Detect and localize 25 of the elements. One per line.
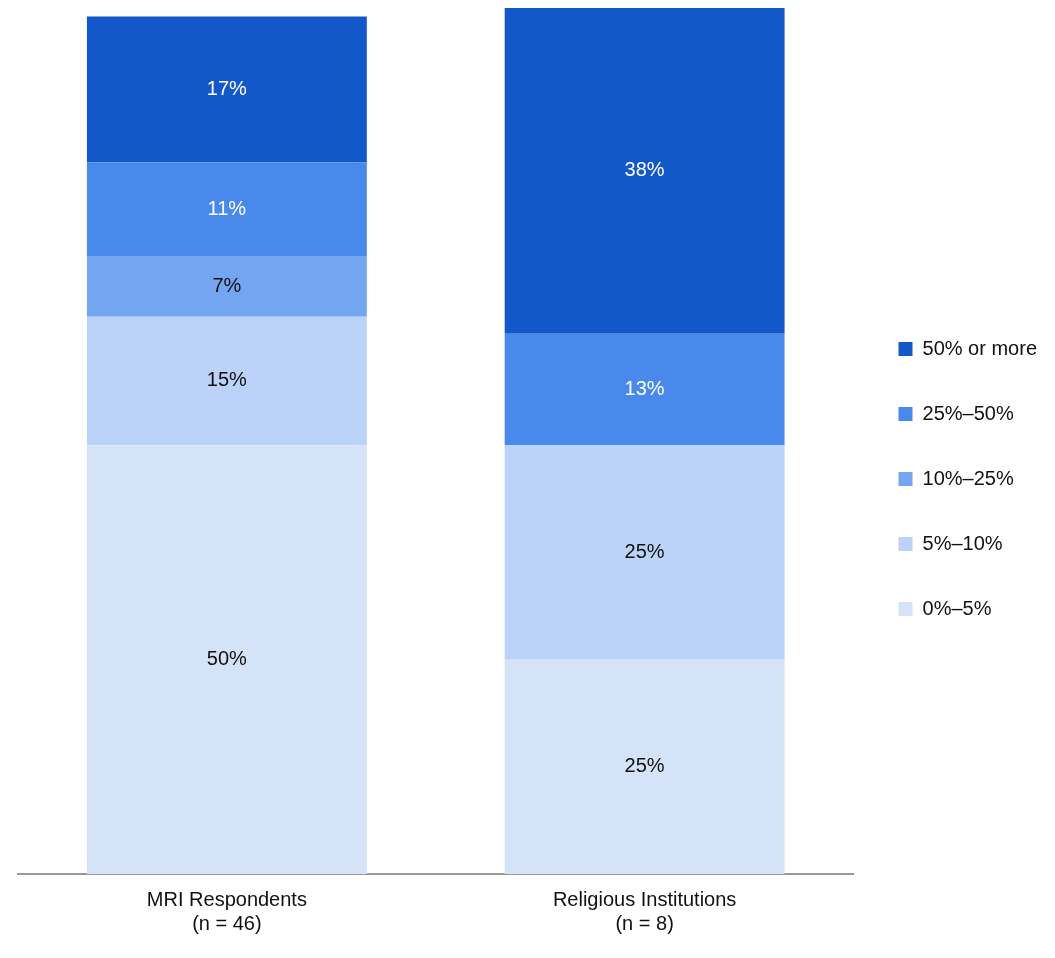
bar [86, 445, 367, 874]
bar [86, 316, 367, 446]
data-label: 13% [624, 377, 665, 400]
legend-label: 5%–10% [922, 531, 1003, 554]
data-label: 7% [212, 274, 242, 297]
legend-label: 50% or more [922, 336, 1038, 359]
data-label: 17% [206, 76, 248, 99]
bar [86, 16, 367, 163]
data-label: 25% [624, 539, 665, 562]
x-tick-label: MRI Respondents (n = 46) [146, 887, 307, 934]
x-tick-label: Religious Institutions (n = 8) [552, 887, 737, 934]
bar [86, 162, 367, 257]
bar [86, 256, 367, 317]
bar [504, 659, 785, 874]
legend-label: 25%–50% [922, 401, 1014, 424]
data-label: 11% [207, 197, 247, 220]
bar [504, 445, 785, 660]
data-label: 25% [624, 754, 665, 777]
data-label: 15% [206, 368, 248, 391]
bar [504, 8, 785, 334]
data-label: 50% [206, 647, 248, 670]
data-label: 38% [624, 158, 665, 181]
legend-label: 10%–25% [922, 466, 1014, 489]
bar [504, 333, 785, 446]
legend-label: 0%–5% [922, 596, 992, 619]
